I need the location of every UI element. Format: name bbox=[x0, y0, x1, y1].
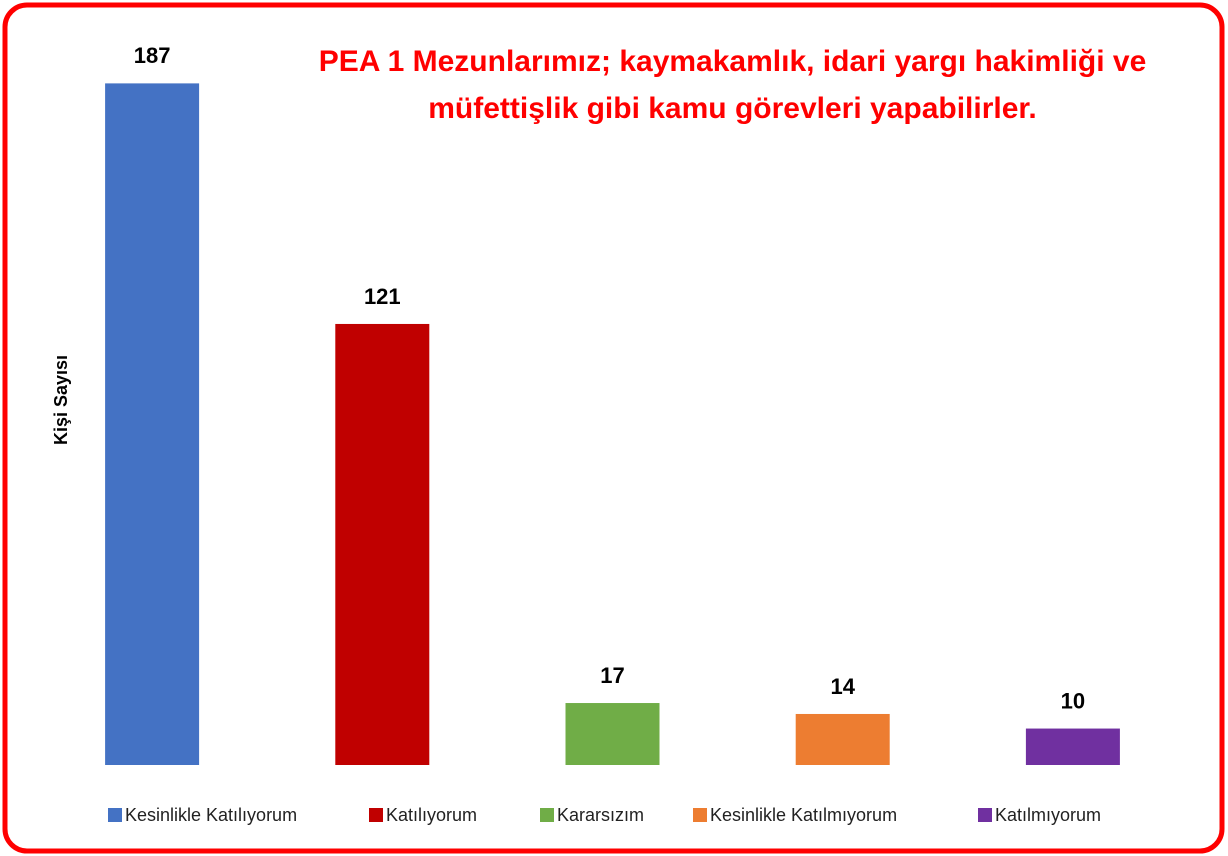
bar bbox=[565, 703, 660, 765]
data-label: 14 bbox=[830, 674, 855, 699]
data-label: 187 bbox=[134, 43, 171, 68]
data-label: 17 bbox=[600, 663, 624, 688]
legend-label: Kararsızım bbox=[557, 805, 644, 825]
legend-swatch bbox=[540, 808, 554, 822]
bar bbox=[795, 713, 890, 765]
legend-label: Katılmıyorum bbox=[995, 805, 1101, 825]
chart-title: PEA 1 Mezunlarımız; kaymakamlık, idari y… bbox=[318, 45, 1147, 125]
data-label: 10 bbox=[1061, 688, 1085, 713]
legend-swatch bbox=[108, 808, 122, 822]
legend-swatch bbox=[693, 808, 707, 822]
legend-label: Kesinlikle Katılıyorum bbox=[125, 805, 297, 825]
legend-label: Katılıyorum bbox=[386, 805, 477, 825]
bar bbox=[1025, 728, 1120, 765]
legend-swatch bbox=[369, 808, 383, 822]
y-axis-label: Kişi Sayısı bbox=[51, 355, 71, 445]
bar bbox=[335, 323, 430, 765]
legend-swatch bbox=[978, 808, 992, 822]
legend-label: Kesinlikle Katılmıyorum bbox=[710, 805, 897, 825]
data-label: 121 bbox=[364, 284, 401, 309]
bar bbox=[105, 83, 200, 765]
